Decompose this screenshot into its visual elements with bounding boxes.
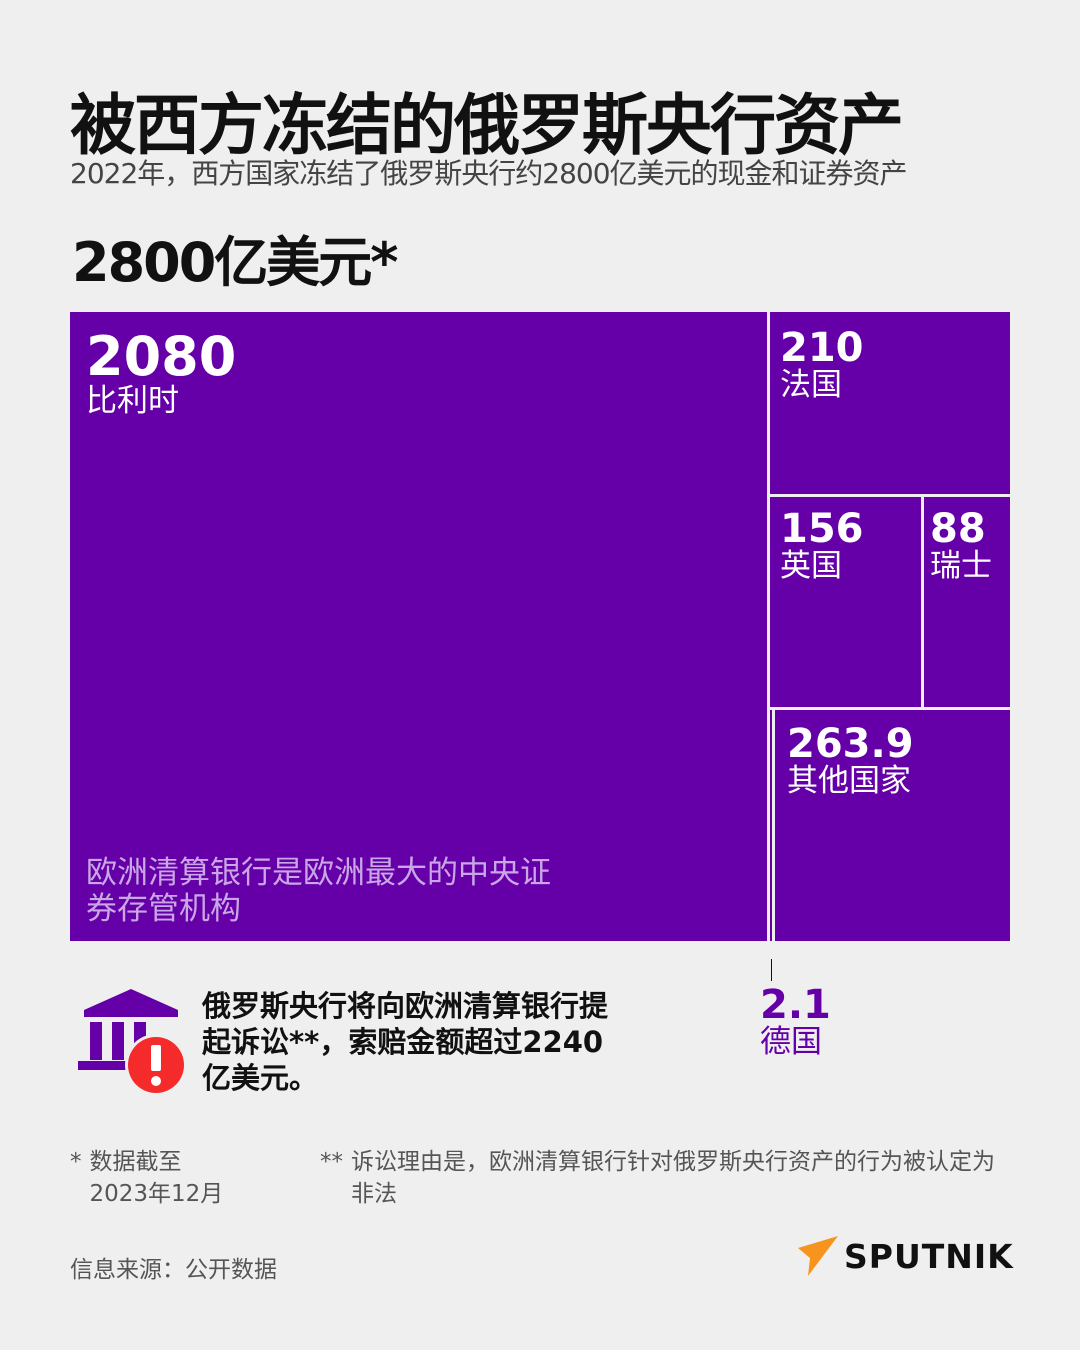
country-label: 法国 [780,367,842,403]
value-label: 156 [780,506,864,552]
footnote-lawsuit: ** 诉讼理由是，欧洲清算银行针对俄罗斯央行资产的行为被认定为非法 [320,1146,1010,1210]
sputnik-logo: SPUTNIK [796,1234,1014,1278]
value-label: 210 [780,325,864,371]
country-label: 比利时 [86,383,179,419]
value-label: 2.1 [760,982,831,1028]
footnote-text: 诉讼理由是，欧洲清算银行针对俄罗斯央行资产的行为被认定为非法 [351,1149,995,1207]
treemap-cell-germany [770,710,772,941]
country-label: 德国 [760,1024,822,1060]
footnote-date: * 数据截至2023年12月 [70,1146,270,1210]
treemap-cell-belgium: 2080 比利时 [70,312,767,941]
germany-leader-line [771,959,772,981]
sputnik-logo-icon [798,1236,838,1276]
source: 信息来源：公开数据 [70,1257,277,1283]
total-value: 2800亿美元* [72,231,399,294]
belgium-note: 欧洲清算银行是欧洲最大的中央证券存管机构 [86,855,551,927]
treemap-cell-switzerland: 88 瑞士 [924,497,1010,707]
value-label: 2080 [86,325,237,388]
country-label: 其他国家 [787,763,911,799]
footnote-mark: ** [320,1149,343,1175]
treemap-cell-uk: 156 英国 [770,497,921,707]
footnote-mark: * [70,1149,82,1175]
footnote-text: 数据截至2023年12月 [89,1149,224,1207]
logo-text: SPUTNIK [844,1236,1014,1276]
page-title: 被西方冻结的俄罗斯央行资产 [70,87,904,164]
germany-label: 2.1 德国 [760,985,831,1061]
country-label: 英国 [780,548,842,584]
subtitle: 2022年，西方国家冻结了俄罗斯央行约2800亿美元的现金和证券资产 [70,157,908,190]
value-label: 263.9 [787,721,914,767]
lawsuit-callout: 俄罗斯央行将向欧洲清算银行提起诉讼**，索赔金额超过2240亿美元。 [202,989,609,1095]
treemap-cell-france: 210 法国 [770,312,1010,494]
value-label: 88 [930,506,986,552]
treemap-cell-others: 263.9 其他国家 [775,710,1010,941]
country-label: 瑞士 [930,548,992,584]
bank-icon [78,989,187,1096]
